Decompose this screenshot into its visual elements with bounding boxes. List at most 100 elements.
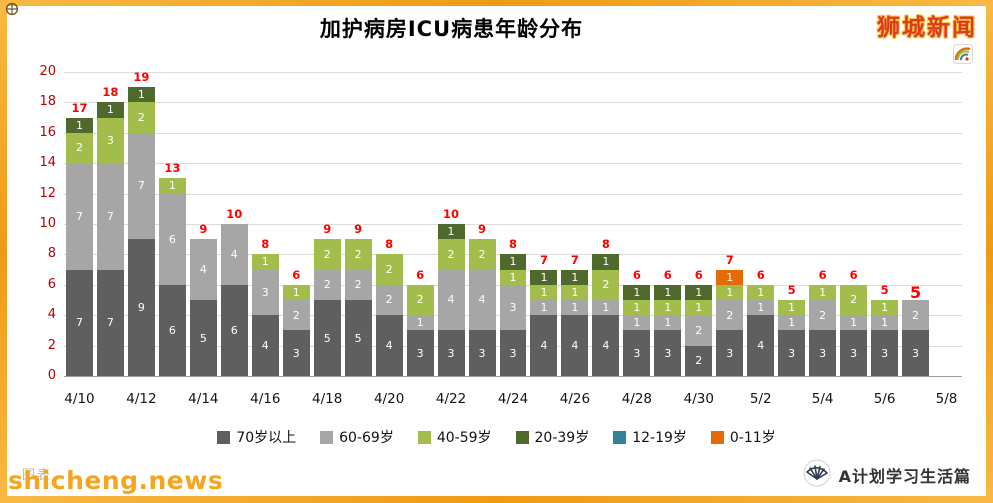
bar-segment: 7: [96, 269, 124, 376]
bar-segment-value: 2: [602, 278, 610, 292]
bar-segment: 2: [685, 315, 713, 346]
bar-segment: 1: [499, 269, 527, 285]
bar-segment: 7: [127, 132, 155, 240]
bar-total-label: 6: [292, 267, 301, 282]
legend-label: 60-69岁: [339, 430, 394, 446]
bar-segment: 3: [902, 330, 930, 376]
bar-segment: 2: [592, 269, 620, 300]
bar-segment: 3: [840, 330, 868, 376]
bar-segment-value: 1: [106, 103, 114, 117]
bar-segment: 2: [716, 300, 744, 331]
bar-segment: 1: [499, 254, 527, 270]
bar-segment: 1: [871, 300, 899, 316]
bar-segment: 4: [375, 315, 403, 376]
bar-total-label: 7: [570, 252, 579, 267]
bar-segment: 4: [220, 224, 248, 285]
bar-segment: 1: [592, 254, 620, 270]
bar-segment: 1: [654, 300, 682, 316]
bar-segment-value: 1: [540, 270, 548, 284]
bar-total-label: 9: [323, 222, 332, 237]
bar-segment: 3: [437, 330, 465, 376]
bar-segment-value: 1: [447, 225, 455, 239]
gridline: [64, 102, 962, 104]
bar-segment-value: 1: [819, 285, 827, 299]
bar-segment-value: 1: [664, 301, 672, 315]
bar-segment: 1: [406, 315, 434, 331]
y-axis-tick-label: 8: [47, 246, 56, 262]
y-axis-tick-label: 2: [47, 337, 56, 353]
bar-segment: 2: [468, 239, 496, 270]
bar-segment-value: 6: [168, 232, 176, 246]
legend-item: 40-59岁: [417, 427, 492, 447]
bar-segment-value: 6: [168, 323, 176, 337]
bar-segment-value: 1: [509, 270, 517, 284]
bar-segment-value: 7: [106, 316, 114, 330]
bar-segment: 1: [561, 284, 589, 300]
bar-segment-value: 3: [509, 301, 517, 315]
bar-segment-value: 4: [447, 293, 455, 307]
legend-item: 12-19岁: [613, 427, 687, 447]
x-axis-line: [64, 376, 962, 377]
bar-total-label: 18: [102, 85, 119, 100]
bar-segment-value: 2: [695, 354, 703, 368]
y-axis-tick-label: 4: [47, 307, 56, 323]
bar-segment: 4: [592, 315, 620, 376]
bar-segment-value: 9: [137, 301, 145, 315]
bar-segment-value: 4: [385, 339, 393, 353]
bar-segment: 3: [251, 269, 279, 316]
bar-segment: 1: [282, 284, 310, 300]
bar-total-label: 6: [632, 267, 641, 282]
legend-label: 70岁以上: [236, 430, 297, 446]
bar-segment: 1: [158, 178, 186, 194]
bar-segment-value: 1: [757, 301, 765, 315]
bar-total-label: 5: [787, 283, 796, 297]
bar-segment-value: 1: [788, 301, 796, 315]
bar-segment: 1: [530, 269, 558, 285]
y-axis-tick-label: 20: [39, 64, 56, 79]
gridline: [64, 193, 962, 195]
bar-segment: 2: [282, 300, 310, 331]
bar-segment-value: 3: [416, 346, 424, 360]
bar-segment-value: 1: [726, 270, 734, 284]
bar-segment-value: 3: [850, 346, 858, 360]
y-axis-tick-label: 18: [39, 94, 56, 110]
bar-segment: 4: [189, 239, 217, 300]
x-axis-tick-label: 4/16: [250, 391, 281, 407]
bar-total-label: 10: [226, 207, 243, 221]
y-axis-tick-label: 0: [47, 368, 56, 383]
x-axis-tick-label: 4/20: [373, 391, 405, 407]
bar-segment-value: 2: [292, 308, 300, 322]
bar-segment-value: 2: [447, 247, 455, 261]
gridline: [64, 163, 962, 165]
bar-segment-value: 4: [602, 339, 610, 353]
bar-segment: 3: [716, 330, 744, 376]
brand-block: 狮城新闻: [877, 8, 977, 68]
bar-segment-value: 1: [75, 118, 83, 132]
bar-segment: 1: [840, 315, 868, 331]
legend-swatch: [217, 430, 231, 444]
bar-segment: 1: [127, 87, 155, 103]
bar-total-label: 7: [725, 252, 734, 267]
bar-segment: 2: [66, 132, 93, 164]
bar-segment: 3: [499, 330, 527, 376]
x-axis-tick-label: 4/30: [683, 391, 714, 407]
bar-segment-value: 4: [199, 263, 207, 277]
bar-total-label: 19: [133, 70, 150, 85]
bar-segment-value: 6: [230, 323, 238, 337]
legend-swatch: [515, 430, 529, 444]
bar-segment-value: 2: [75, 141, 83, 155]
bar-segment: 1: [809, 284, 837, 300]
watermark-site-text: shicheng.news: [8, 466, 224, 495]
y-axis-tick-label: 10: [39, 216, 56, 231]
bar-segment: 1: [623, 300, 651, 316]
frame-bottom-border: [0, 496, 993, 503]
bar-segment-value: 1: [695, 301, 703, 315]
bar-segment-value: 3: [912, 346, 920, 360]
bar-segment: 1: [96, 102, 124, 118]
bar-segment: 3: [468, 330, 496, 376]
bar-segment: 4: [437, 269, 465, 331]
legend-item: 0-11岁: [710, 427, 776, 447]
bar-total-label: 10: [443, 207, 460, 221]
bar-segment-value: 3: [664, 346, 672, 360]
